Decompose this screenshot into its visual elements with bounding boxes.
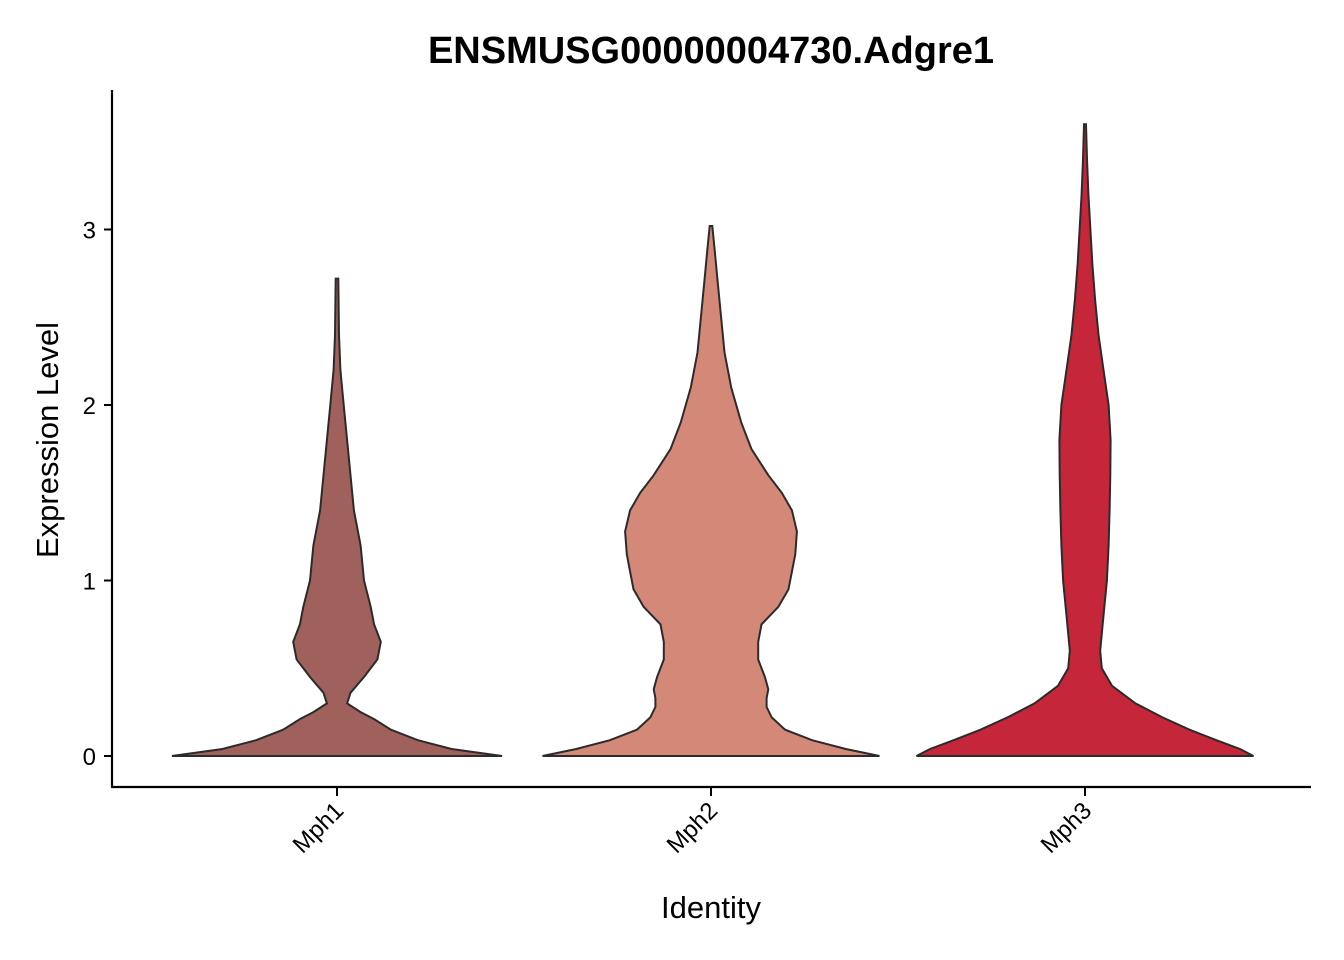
- violin-mph3: [916, 123, 1254, 757]
- violin-mph1: [171, 277, 503, 757]
- x-axis-label: Identity: [661, 890, 761, 925]
- x-tick-label: Mph1: [288, 797, 350, 859]
- y-tick-label: 3: [83, 218, 96, 245]
- y-ticks: 0 1 2 3: [83, 218, 112, 771]
- x-ticks: Mph1 Mph2 Mph3: [288, 787, 1098, 859]
- x-tick-label: Mph3: [1036, 797, 1098, 859]
- y-tick-label: 0: [83, 744, 96, 771]
- violins-group: [171, 123, 1254, 757]
- y-tick-label: 2: [83, 393, 96, 420]
- y-axis-label: Expression Level: [30, 322, 65, 558]
- violin-mph2: [542, 225, 880, 757]
- x-tick-label: Mph2: [662, 797, 724, 859]
- chart-title: ENSMUSG00000004730.Adgre1: [428, 30, 994, 72]
- y-tick-label: 1: [83, 569, 96, 596]
